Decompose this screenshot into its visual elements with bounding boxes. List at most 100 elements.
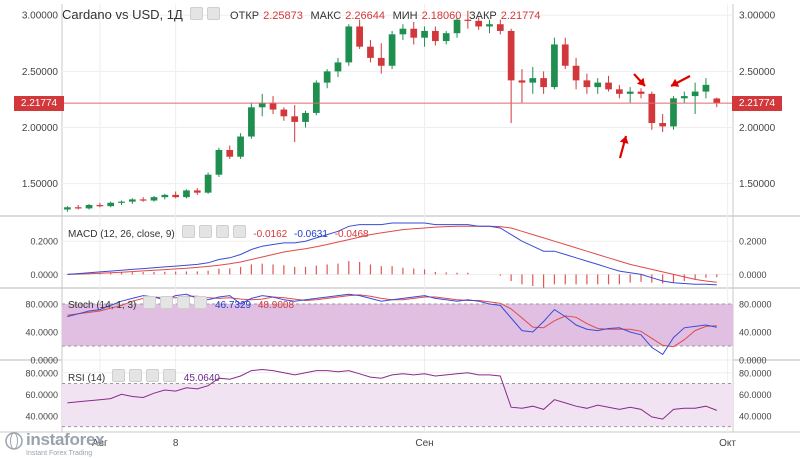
macd-y-tick-left: 0.2000: [30, 237, 58, 247]
logo-name: instaforex: [26, 430, 105, 449]
candle-up: [258, 102, 266, 108]
macd-close[interactable]: [215, 225, 229, 238]
candle-up: [388, 34, 396, 66]
stoch-more[interactable]: [194, 296, 208, 309]
stoch-y-tick-right: 0.0000: [739, 356, 767, 366]
main-legend: Cardano vs USD, 1Д ОТКР 2.25873 МАКС 2.266…: [62, 7, 545, 22]
macd-settings[interactable]: [198, 225, 212, 238]
macd-line-value: -0.0631: [293, 229, 328, 240]
candle-up: [302, 112, 309, 122]
logo-globe-meridian: [10, 432, 18, 450]
rsi-y-tick-left: 40.0000: [25, 411, 58, 421]
candle-up: [345, 26, 353, 63]
rsi-legend: RSI (14) 45.0640: [68, 369, 224, 384]
stoch-close[interactable]: [177, 296, 191, 309]
visibility-toggle[interactable]: [190, 7, 204, 20]
rsi-y-tick-left: 60.0000: [25, 390, 58, 400]
candle-down: [518, 80, 526, 83]
open-label: ОТКР: [230, 10, 260, 22]
candle-up: [594, 82, 602, 88]
candle-up: [453, 19, 461, 34]
candle-up: [551, 44, 558, 88]
candle-up: [399, 28, 407, 35]
candle-up: [237, 136, 244, 157]
settings-toggle[interactable]: [207, 7, 221, 20]
price-y-tick-left: 3.00000: [22, 11, 59, 22]
candle-down: [172, 194, 179, 198]
high-label: МАКС: [310, 10, 342, 22]
annotation-arrow-up-head: [619, 136, 629, 144]
candle-down: [410, 28, 418, 38]
macd-y-tick-left: 0.0000: [30, 270, 58, 280]
price-y-tick-right: 2.00000: [739, 123, 776, 134]
rsi-y-tick-right: 60.0000: [739, 390, 772, 400]
macd-legend: MACD (12, 26, close, 9) -0.0162 -0.0631 …: [68, 225, 373, 240]
candle-up: [691, 91, 699, 97]
candle-up: [670, 98, 677, 127]
symbol-title: Cardano vs USD, 1Д: [62, 7, 183, 22]
candle-down: [74, 207, 82, 209]
x-tick-label: Окт: [719, 438, 736, 449]
price-y-tick-right: 3.00000: [739, 11, 776, 22]
candle-up: [215, 149, 223, 175]
low-label: МИН: [392, 10, 418, 22]
candle-up: [204, 174, 212, 193]
price-y-tick-left: 1.50000: [22, 179, 59, 190]
candle-up: [118, 201, 125, 203]
candle-down: [226, 149, 234, 157]
candle-down: [507, 30, 515, 81]
stoch-toggle[interactable]: [143, 296, 157, 309]
candle-down: [464, 19, 472, 21]
candle-up: [702, 84, 710, 92]
macd-signal-value: -0.0468: [334, 229, 369, 240]
candle-down: [659, 123, 667, 127]
macd-title: MACD (12, 26, close, 9): [68, 229, 175, 240]
candle-down: [605, 82, 612, 90]
candle-down: [377, 57, 385, 66]
candle-down: [540, 78, 547, 88]
rsi-y-tick-right: 40.0000: [739, 411, 772, 421]
candle-down: [616, 89, 623, 94]
macd-toggle[interactable]: [181, 225, 195, 238]
candle-up: [312, 82, 320, 113]
macd-more[interactable]: [232, 225, 246, 238]
candle-down: [356, 26, 363, 47]
annotation-arrow-down-right-head: [671, 78, 680, 87]
candle-down: [280, 109, 288, 117]
stoch-band: [62, 304, 733, 346]
candle-down: [572, 65, 580, 81]
stoch-y-tick-left: 40.0000: [25, 328, 58, 338]
candle-down: [193, 190, 201, 193]
macd-signal-line: [67, 225, 717, 283]
x-tick-label: Авг: [92, 438, 108, 449]
candle-up: [486, 24, 493, 27]
candle-down: [496, 24, 504, 31]
rsi-toggle[interactable]: [112, 369, 126, 382]
candle-up: [64, 207, 71, 210]
rsi-close[interactable]: [146, 369, 160, 382]
stoch-y-tick-left: 80.0000: [25, 300, 58, 310]
stoch-settings[interactable]: [160, 296, 174, 309]
candle-down: [583, 80, 591, 88]
rsi-more[interactable]: [163, 369, 177, 382]
candle-up: [150, 197, 158, 201]
candle-up: [248, 107, 255, 137]
candle-up: [334, 62, 342, 72]
candle-down: [291, 116, 299, 122]
stoch-legend: Stoch (14, 1, 3) 46.7329 48.9008: [68, 296, 298, 311]
candle-down: [432, 30, 439, 42]
instaforex-logo: instaforex Instant Forex Trading: [26, 430, 105, 457]
candle-down: [269, 102, 277, 110]
rsi-line: [67, 368, 717, 420]
rsi-settings[interactable]: [129, 369, 143, 382]
macd-y-tick-right: 0.2000: [739, 237, 767, 247]
stoch-k-value: 46.7329: [214, 300, 252, 311]
close-label: ЗАКР: [469, 10, 497, 22]
price-y-tick-right: 1.50000: [739, 179, 776, 190]
price-tag-left: 2.21774: [14, 96, 64, 111]
close-value: 2.21774: [500, 10, 541, 22]
candle-up: [183, 190, 190, 198]
price-tag-right: 2.21774: [732, 96, 782, 111]
open-value: 2.25873: [263, 10, 303, 22]
candle-up: [161, 194, 169, 198]
